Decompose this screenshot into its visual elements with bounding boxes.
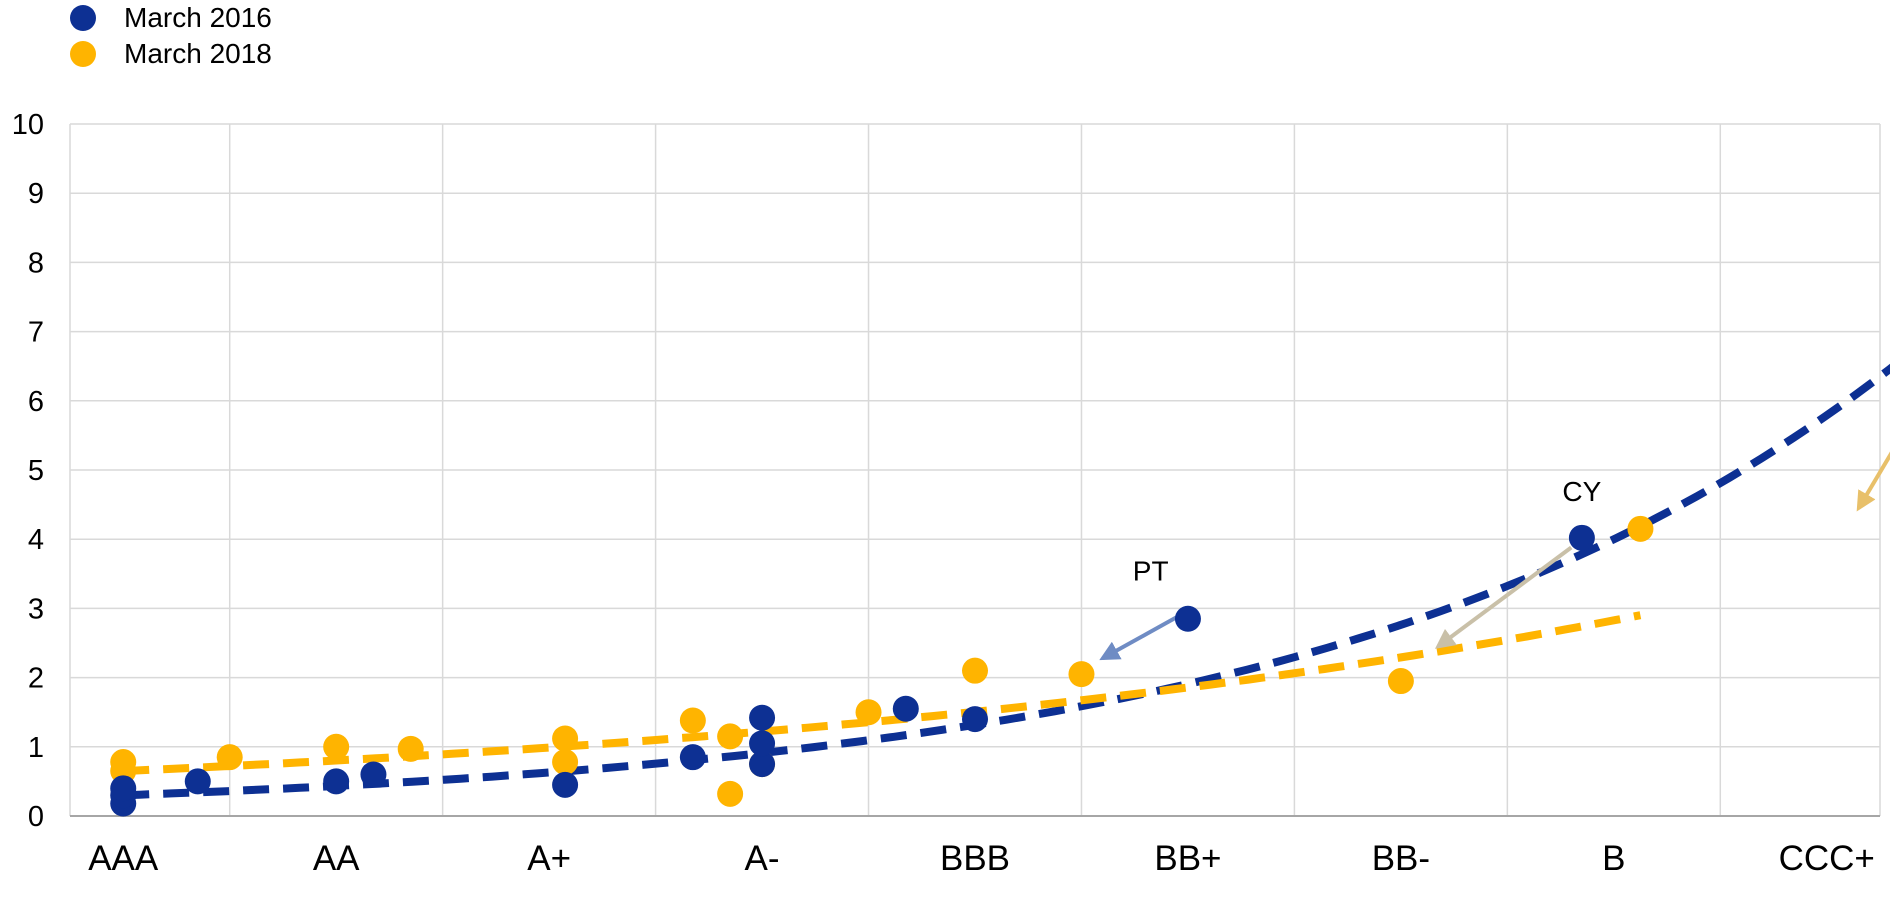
point-march-2016-3	[184, 768, 211, 795]
y-tick-label-10: 10	[12, 109, 44, 141]
arrow-gr	[1856, 451, 1890, 512]
y-tick-label-1: 1	[28, 732, 44, 764]
point-march-2016-4	[323, 768, 350, 795]
point-march-2018-9	[717, 780, 744, 807]
legend-item-march-2016: March 2016	[70, 2, 272, 34]
point-march-2018-5	[552, 725, 579, 752]
y-tick-label-9: 9	[28, 178, 44, 210]
point-march-2018-3	[323, 733, 350, 760]
trendlines	[123, 363, 1890, 800]
x-tick-label-a-minus: A-	[745, 839, 780, 878]
arrow-pt	[1099, 612, 1184, 661]
point-march-2018-8	[717, 723, 744, 750]
point-march-2018-1	[110, 749, 137, 776]
point-march-2016-10	[749, 704, 776, 731]
point-march-2018-2	[216, 744, 243, 771]
y-tick-label-4: 4	[28, 524, 44, 556]
x-tick-label-aa: AA	[313, 839, 360, 878]
legend-item-march-2018: March 2018	[70, 38, 272, 70]
point-march-2018-4	[397, 735, 424, 762]
x-tick-label-bb-plus: BB+	[1154, 839, 1221, 878]
point-march-2018-15	[1627, 515, 1654, 542]
annotation-label-cy: CY	[1562, 476, 1601, 507]
x-tick-label-ccc-plus: CCC+	[1779, 839, 1875, 878]
data-points	[110, 515, 1654, 817]
arrow-cy	[1434, 545, 1573, 649]
point-march-2018-13	[1068, 661, 1095, 688]
trendline-march-2016	[123, 363, 1890, 800]
legend-label-march-2016: March 2016	[124, 2, 272, 33]
y-tick-label-5: 5	[28, 455, 44, 487]
point-march-2016-2	[110, 775, 137, 802]
point-march-2016-9	[749, 730, 776, 757]
point-march-2016-6	[552, 771, 579, 798]
point-march-2018-6	[552, 749, 579, 776]
point-march-2016-13	[1174, 605, 1201, 632]
legend-label-march-2018: March 2018	[124, 38, 272, 69]
y-tick-label-6: 6	[28, 386, 44, 418]
point-march-2018-7	[679, 707, 706, 734]
x-tick-label-bb-minus: BB-	[1372, 839, 1430, 878]
x-tick-label-a-plus: A+	[527, 839, 571, 878]
y-tick-label-7: 7	[28, 317, 44, 349]
y-tick-label-3: 3	[28, 593, 44, 625]
point-march-2016-8	[749, 751, 776, 778]
legend-marker-march-2018	[70, 41, 96, 67]
annotation-arrows	[1099, 451, 1890, 661]
legend-marker-march-2016	[70, 5, 96, 31]
trendline-march-2018	[123, 611, 1642, 775]
x-tick-label-aaa: AAA	[88, 839, 159, 878]
x-tick-label-b: B	[1602, 839, 1625, 878]
point-march-2018-14	[1387, 668, 1414, 695]
point-march-2018-12	[962, 657, 988, 684]
point-march-2016-12	[962, 706, 988, 733]
annotation-label-pt: PT	[1133, 556, 1169, 587]
point-march-2016-11	[892, 695, 919, 722]
x-tick-label-bbb: BBB	[940, 839, 1010, 878]
point-march-2018-11	[855, 699, 882, 726]
point-march-2016-5	[360, 761, 387, 788]
point-march-2016-7	[679, 744, 706, 771]
point-march-2016-14	[1568, 524, 1595, 551]
annotation-labels: PTCYGR	[1133, 476, 1602, 587]
y-tick-label-2: 2	[28, 663, 44, 695]
y-tick-label-0: 0	[28, 801, 44, 833]
y-tick-label-8: 8	[28, 247, 44, 279]
